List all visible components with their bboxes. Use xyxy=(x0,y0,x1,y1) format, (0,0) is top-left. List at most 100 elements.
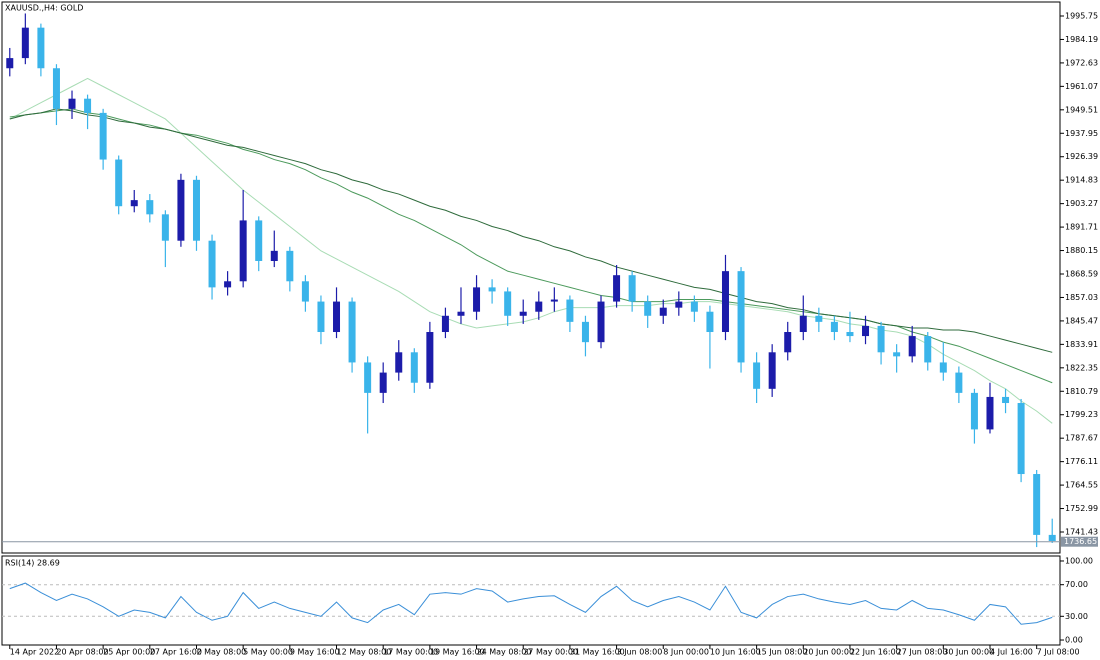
candle-body xyxy=(379,372,387,393)
moving-average xyxy=(9,108,1053,384)
y-tick-label: 1868.59 xyxy=(1065,270,1098,279)
y-tick-label: 1822.35 xyxy=(1065,363,1098,372)
candle-body xyxy=(955,372,963,393)
candle-body xyxy=(473,287,481,312)
candle-body xyxy=(286,250,294,282)
y-tick-label: 1752.99 xyxy=(1065,504,1098,513)
x-tick-label: 20 Apr 08:00 xyxy=(56,648,108,657)
candle-body xyxy=(644,301,652,316)
candle-body xyxy=(410,352,418,383)
x-tick-label: 9 May 16:00 xyxy=(290,648,340,657)
x-tick-label: 31 May 16:00 xyxy=(570,648,625,657)
candle-body xyxy=(535,301,543,312)
y-tick-label: 1857.03 xyxy=(1065,293,1098,302)
candle-body xyxy=(1017,403,1025,475)
candle-body xyxy=(706,311,714,333)
candle-body xyxy=(364,362,372,393)
candle-body xyxy=(519,311,527,316)
candle-body xyxy=(690,301,698,312)
candle-body xyxy=(208,240,216,288)
candle-body xyxy=(161,214,169,241)
y-tick-label: 1961.07 xyxy=(1065,82,1098,91)
candle-body xyxy=(1048,534,1056,541)
x-tick-label: 5 May 00:00 xyxy=(243,648,293,657)
y-tick-label: 1891.71 xyxy=(1065,223,1098,232)
candle-body xyxy=(893,352,901,357)
last-price-box xyxy=(1061,536,1098,547)
candle-body xyxy=(457,311,465,316)
candle-body xyxy=(939,362,947,373)
x-tick-label: 27 Jun 08:00 xyxy=(897,648,948,657)
candle-body xyxy=(1002,396,1010,404)
chart-title: XAUUSD.,H4: GOLD xyxy=(5,4,83,13)
candle-body xyxy=(970,392,978,430)
candle-body xyxy=(84,98,92,113)
y-tick-label: 1776.11 xyxy=(1065,457,1098,466)
candle-body xyxy=(597,301,605,343)
x-tick-label: 17 May 00:00 xyxy=(383,648,438,657)
candle-body xyxy=(908,336,916,357)
last-price-label: 1736.65 xyxy=(1064,537,1097,546)
y-tick-label: 1949.51 xyxy=(1065,105,1098,114)
candle-body xyxy=(68,98,76,109)
candle-body xyxy=(566,299,574,322)
candle-body xyxy=(1033,474,1041,535)
candle-body xyxy=(348,301,356,363)
y-tick-label: 1880.15 xyxy=(1065,246,1098,255)
y-tick-label: 1937.95 xyxy=(1065,129,1098,138)
y-tick-label: 1799.23 xyxy=(1065,410,1098,419)
y-tick-label: 1926.39 xyxy=(1065,152,1098,161)
moving-average xyxy=(9,77,1053,424)
candle-body xyxy=(301,281,309,302)
y-tick-label: 1810.79 xyxy=(1065,387,1098,396)
candle-body xyxy=(52,68,60,109)
candle-body xyxy=(255,220,263,261)
candle-body xyxy=(441,315,449,333)
candle-body xyxy=(488,287,496,292)
candle-body xyxy=(830,321,838,333)
candle-body xyxy=(628,275,636,302)
x-tick-label: 10 Jun 16:00 xyxy=(710,648,761,657)
candle-body xyxy=(37,27,45,69)
y-tick-label: 1914.83 xyxy=(1065,176,1098,185)
y-tick-label: 0.00 xyxy=(1065,636,1083,645)
y-tick-label: 1764.55 xyxy=(1065,481,1098,490)
candle-body xyxy=(192,179,200,241)
candle-body xyxy=(550,299,558,302)
candle-body xyxy=(426,332,434,383)
candle-body xyxy=(753,362,761,389)
y-tick-label: 1972.63 xyxy=(1065,58,1098,67)
candle-body xyxy=(317,301,325,333)
candle-body xyxy=(721,271,729,333)
candle-body xyxy=(6,58,14,69)
x-tick-label: 3 Jun 08:00 xyxy=(617,648,663,657)
y-tick-label: 1741.43 xyxy=(1065,528,1098,537)
y-tick-label: 1995.75 xyxy=(1065,11,1098,20)
y-tick-label: 1984.19 xyxy=(1065,35,1098,44)
x-tick-label: 19 May 16:00 xyxy=(430,648,485,657)
x-tick-label: 20 Jun 00:00 xyxy=(803,648,854,657)
x-tick-label: 12 May 08:00 xyxy=(337,648,392,657)
candle-body xyxy=(737,271,745,363)
y-tick-label: 1903.27 xyxy=(1065,199,1098,208)
candle-body xyxy=(768,352,776,389)
candle-body xyxy=(270,250,278,261)
candle-body xyxy=(815,315,823,322)
candle-body xyxy=(675,301,683,308)
candle-body xyxy=(146,200,154,215)
candle-body xyxy=(130,200,138,207)
candle-body xyxy=(877,325,885,353)
candle-body xyxy=(224,281,232,288)
x-tick-label: 24 May 08:00 xyxy=(477,648,532,657)
x-tick-label: 2 May 08:00 xyxy=(196,648,246,657)
rsi-frame xyxy=(1,555,1061,646)
candle-body xyxy=(177,179,185,241)
y-tick-label: 1845.47 xyxy=(1065,316,1098,325)
x-tick-label: 27 Apr 16:00 xyxy=(150,648,202,657)
candle-body xyxy=(613,275,621,302)
candle-body xyxy=(799,315,807,333)
main-frame xyxy=(1,1,1061,554)
candle-body xyxy=(784,332,792,353)
x-tick-label: 14 Apr 2022 xyxy=(10,648,59,657)
